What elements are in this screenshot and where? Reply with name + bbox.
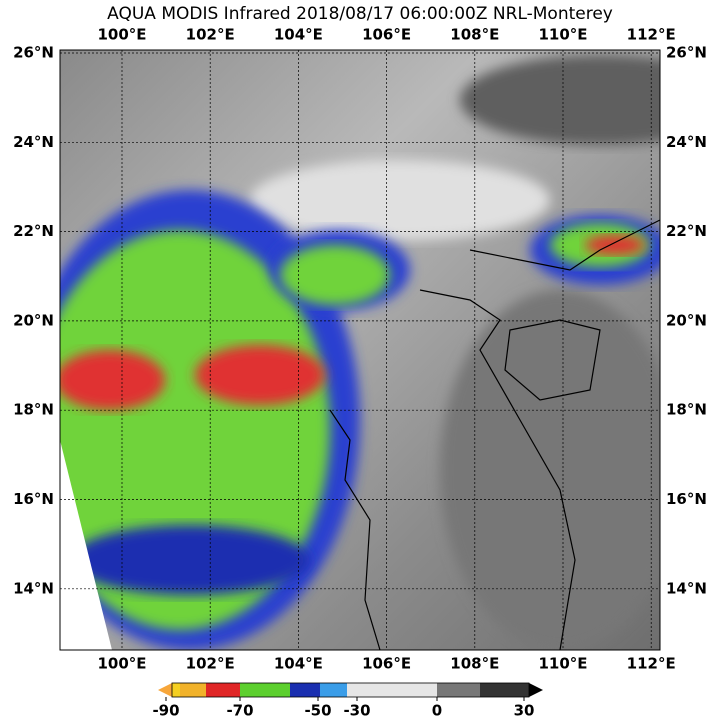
lat-label: 18°N <box>13 401 54 419</box>
lon-label: 102°E <box>186 26 235 44</box>
lon-label: 104°E <box>274 26 323 44</box>
lat-label: 22°N <box>13 222 54 240</box>
colorbar-tick-label: -30 <box>343 702 370 720</box>
lon-label: 100°E <box>97 655 146 673</box>
lon-label: 112°E <box>627 655 676 673</box>
lon-label: 106°E <box>362 655 411 673</box>
lon-label: 104°E <box>274 655 323 673</box>
lon-label: 108°E <box>450 655 499 673</box>
lat-label: 22°N <box>666 222 707 240</box>
colorbar-tick-label: 30 <box>514 702 535 720</box>
lon-label: 108°E <box>450 26 499 44</box>
colorbar <box>158 682 543 698</box>
lon-label: 106°E <box>362 26 411 44</box>
colorbar-tick-label: -50 <box>304 702 331 720</box>
map-frame <box>59 49 661 651</box>
colorbar-tick-label: -90 <box>152 702 179 720</box>
satellite-image <box>60 50 660 650</box>
lat-label: 24°N <box>13 133 54 151</box>
lat-label: 14°N <box>666 579 707 597</box>
title: AQUA MODIS Infrared 2018/08/17 06:00:00Z… <box>107 4 613 24</box>
lat-label: 18°N <box>666 401 707 419</box>
lat-label: 16°N <box>13 490 54 508</box>
lat-label: 26°N <box>13 44 54 62</box>
lon-label: 100°E <box>97 26 146 44</box>
lon-label: 112°E <box>627 26 676 44</box>
lat-label: 24°N <box>666 133 707 151</box>
lon-label: 110°E <box>538 655 587 673</box>
lat-label: 16°N <box>666 490 707 508</box>
colorbar-tick-label: 0 <box>432 702 442 720</box>
lon-label: 102°E <box>186 655 235 673</box>
lat-label: 20°N <box>13 311 54 329</box>
lat-label: 20°N <box>666 311 707 329</box>
lat-label: 26°N <box>666 44 707 62</box>
lon-label: 110°E <box>538 26 587 44</box>
colorbar-tick-label: -70 <box>226 702 253 720</box>
lat-label: 14°N <box>13 579 54 597</box>
